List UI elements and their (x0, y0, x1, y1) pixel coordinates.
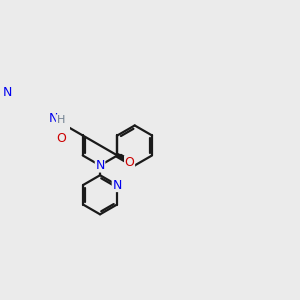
Text: N: N (95, 159, 105, 172)
Text: O: O (56, 132, 66, 145)
Text: O: O (124, 156, 134, 169)
Text: N: N (49, 112, 58, 125)
Text: N: N (112, 178, 122, 191)
Text: N: N (3, 85, 12, 99)
Text: H: H (56, 115, 65, 125)
